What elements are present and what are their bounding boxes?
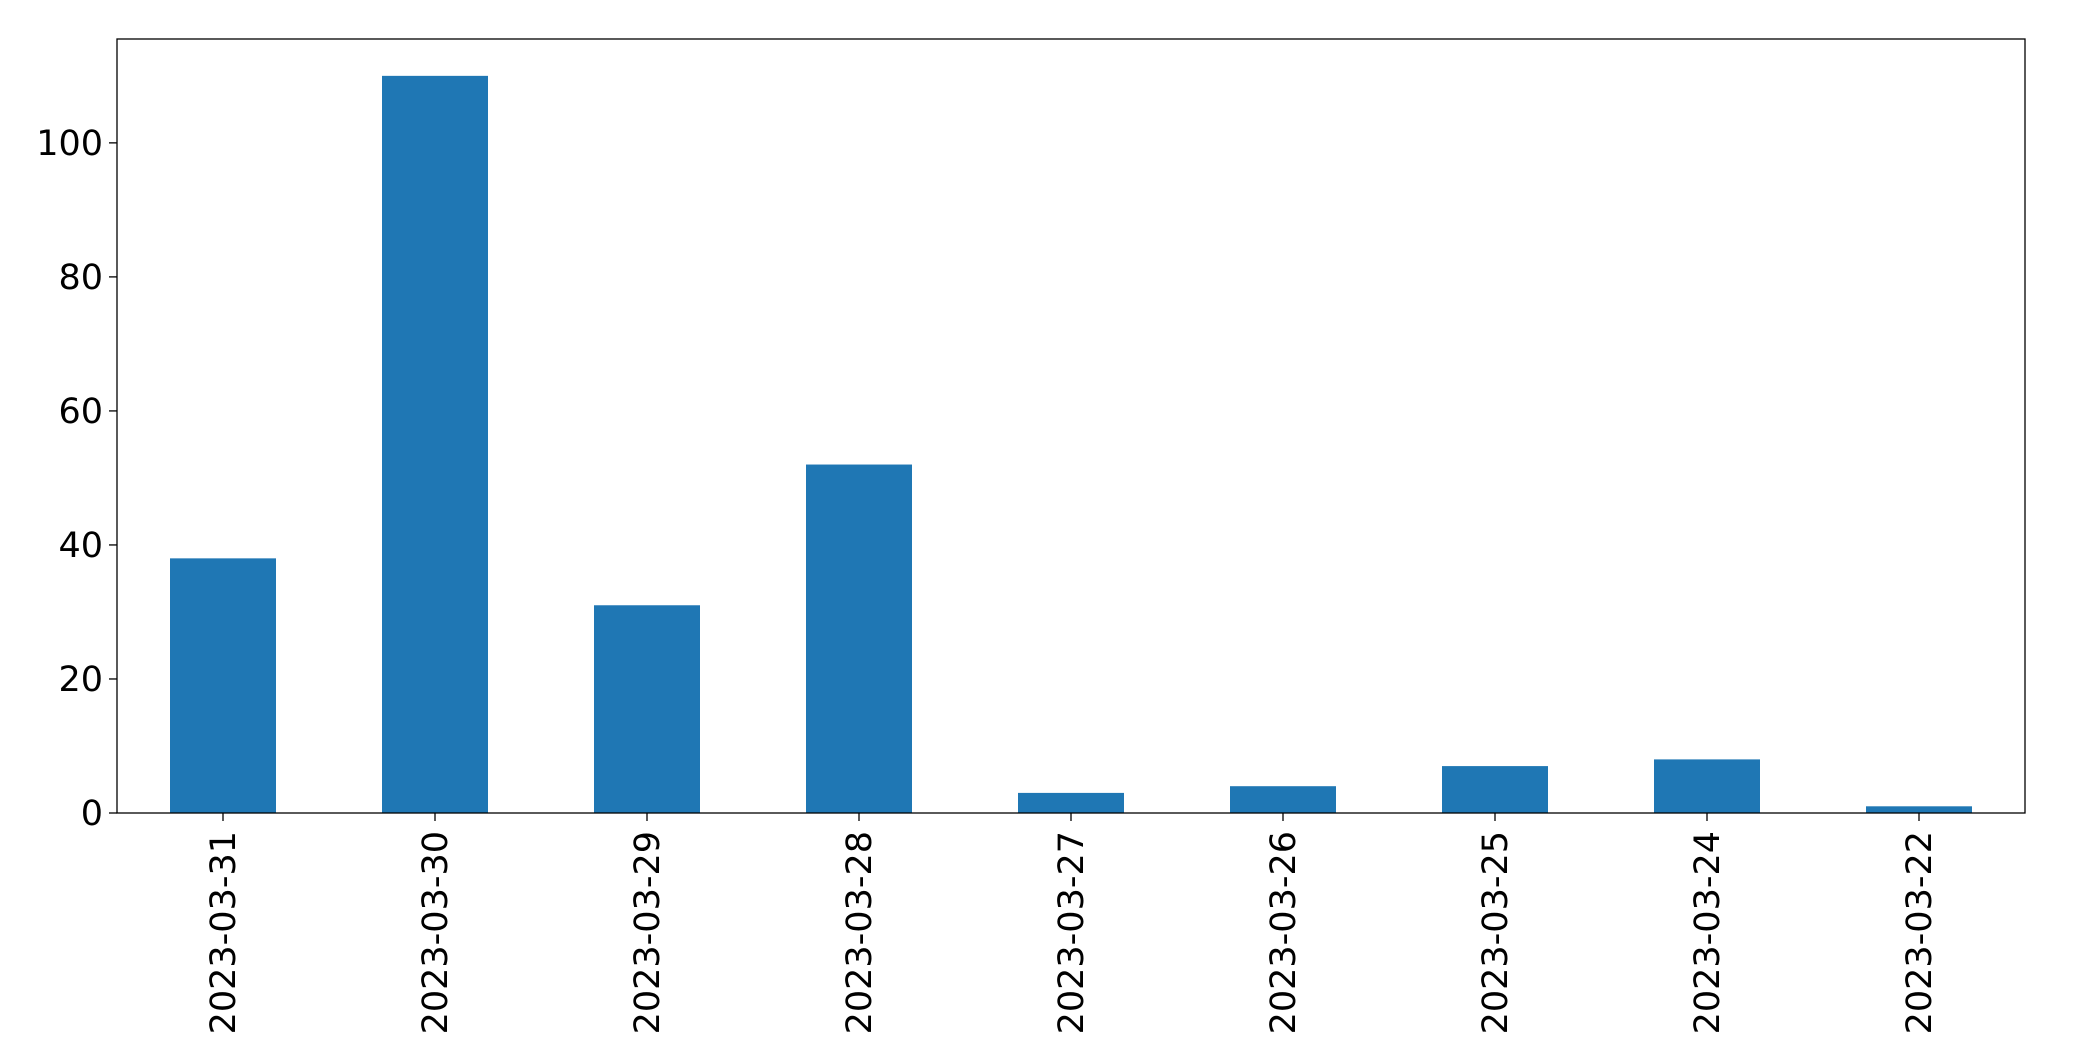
y-tick-label: 40 [58, 526, 103, 566]
x-tick-label: 2023-03-25 [1476, 831, 1516, 1034]
x-tick-label: 2023-03-27 [1052, 831, 1092, 1034]
y-tick-label: 60 [58, 392, 103, 432]
y-tick-label: 100 [36, 124, 103, 164]
bar [382, 75, 488, 814]
bar [806, 464, 912, 813]
bar [1866, 806, 1972, 813]
y-tick-label: 20 [58, 660, 103, 700]
bar [594, 605, 700, 813]
bar [170, 558, 276, 813]
x-tick-label: 2023-03-24 [1688, 831, 1728, 1034]
x-tick-label: 2023-03-31 [204, 831, 244, 1034]
bar [1230, 786, 1336, 813]
bar [1442, 766, 1548, 813]
x-tick-label: 2023-03-29 [628, 831, 668, 1034]
x-tick-label: 2023-03-26 [1264, 831, 1304, 1034]
bar [1654, 759, 1760, 813]
x-tick-label: 2023-03-22 [1900, 831, 1940, 1034]
bar [1018, 792, 1124, 813]
plot-frame [116, 38, 2026, 814]
x-tick-label: 2023-03-30 [416, 831, 456, 1034]
y-tick-label: 80 [58, 258, 103, 298]
y-tick-label: 0 [81, 794, 103, 834]
x-tick-label: 2023-03-28 [840, 831, 880, 1034]
